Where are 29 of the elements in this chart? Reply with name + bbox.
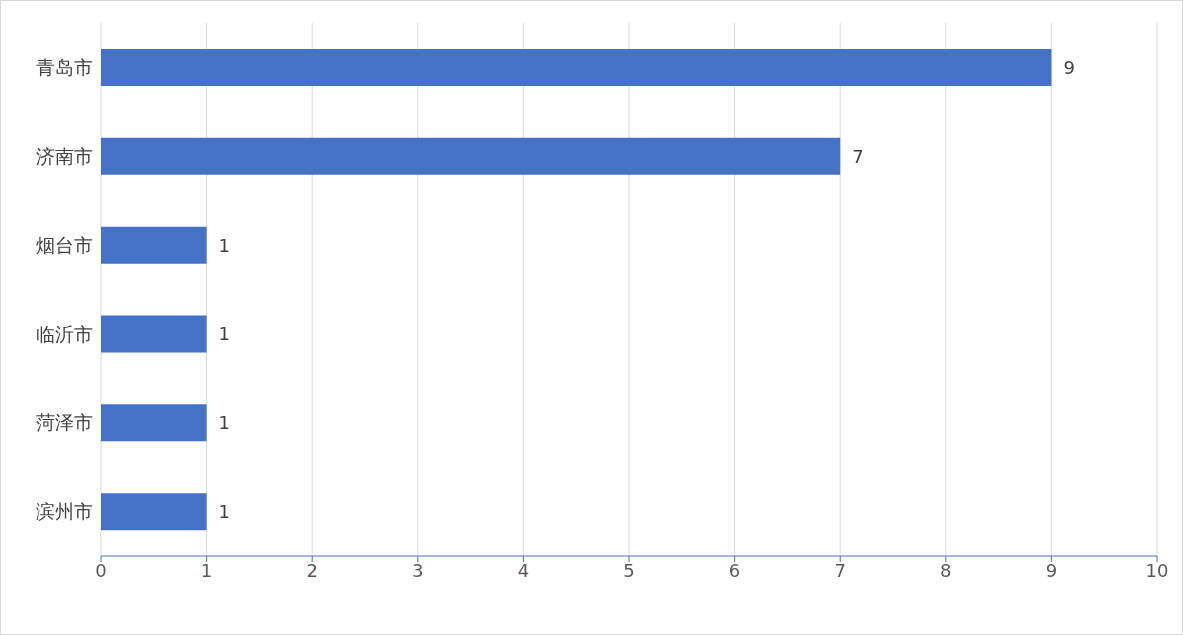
x-tick-label: 1 bbox=[200, 559, 213, 581]
bar bbox=[101, 404, 207, 442]
bar bbox=[101, 315, 207, 353]
x-tick-label: 4 bbox=[517, 559, 530, 581]
bar bbox=[101, 49, 1052, 86]
data-label: 1 bbox=[218, 234, 231, 256]
x-tick-label: 6 bbox=[728, 559, 741, 581]
x-tick-label: 8 bbox=[940, 559, 952, 581]
data-label: 1 bbox=[218, 501, 231, 523]
x-tick-label: 0 bbox=[95, 559, 107, 581]
y-tick-label: 滨州市 bbox=[36, 500, 93, 523]
bar bbox=[101, 137, 841, 175]
data-label: 1 bbox=[218, 323, 231, 345]
data-label: 9 bbox=[1063, 56, 1075, 78]
x-tick-label: 7 bbox=[834, 559, 846, 581]
y-tick-label: 临沂市 bbox=[36, 322, 93, 345]
bar bbox=[101, 226, 207, 264]
data-label: 1 bbox=[218, 412, 231, 434]
y-tick-label: 烟台市 bbox=[36, 233, 93, 256]
y-tick-label: 菏泽市 bbox=[36, 411, 93, 434]
x-tick-label: 9 bbox=[1045, 559, 1058, 581]
data-label: 7 bbox=[852, 145, 864, 167]
x-tick-label: 2 bbox=[306, 559, 318, 581]
x-tick-label: 10 bbox=[1145, 559, 1169, 581]
x-tick-label: 3 bbox=[412, 559, 424, 581]
bar bbox=[101, 493, 207, 531]
x-tick-label: 5 bbox=[623, 559, 635, 581]
y-tick-label: 济南市 bbox=[36, 144, 93, 167]
y-tick-label: 青岛市 bbox=[36, 56, 93, 79]
